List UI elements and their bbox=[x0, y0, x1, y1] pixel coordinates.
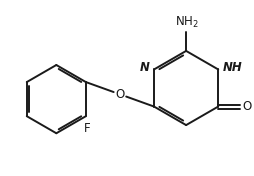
Text: N: N bbox=[139, 61, 149, 74]
Text: O: O bbox=[115, 88, 124, 101]
Text: F: F bbox=[84, 122, 90, 136]
Text: NH$_2$: NH$_2$ bbox=[175, 15, 199, 30]
Text: NH: NH bbox=[223, 61, 243, 74]
Text: O: O bbox=[243, 100, 252, 113]
